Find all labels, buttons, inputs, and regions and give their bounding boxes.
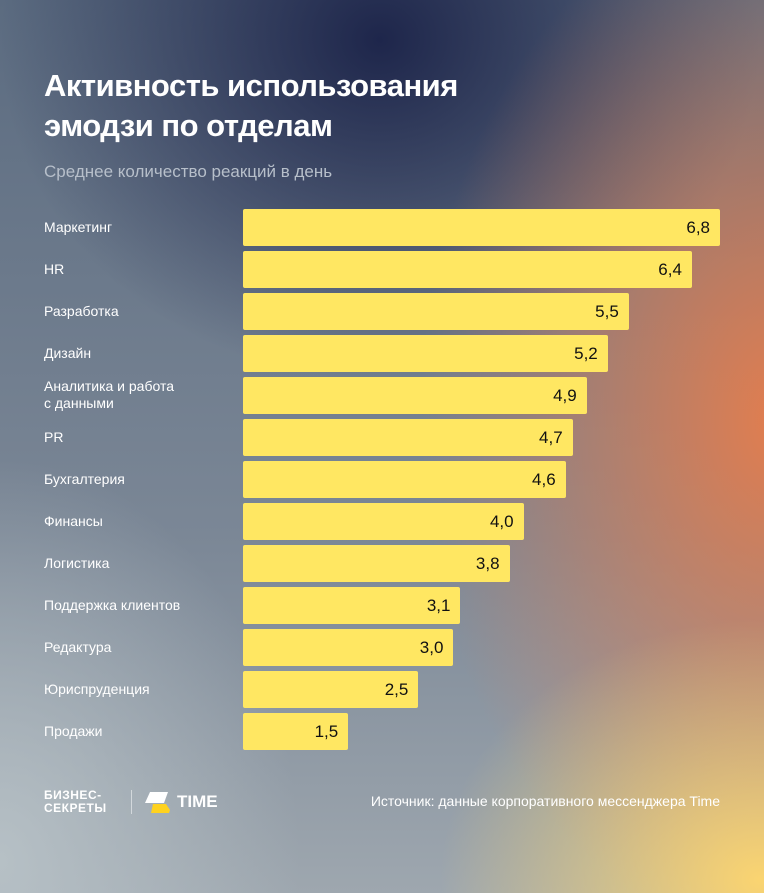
bar: 4,6 xyxy=(243,461,566,498)
bar: 3,1 xyxy=(243,587,461,624)
value-label: 3,1 xyxy=(426,596,451,615)
bar: 2,5 xyxy=(243,671,419,708)
title-line: эмодзи по отделам xyxy=(44,108,333,143)
logo-text: СЕКРЕТЫ xyxy=(44,801,107,815)
value-label: 4,9 xyxy=(553,386,577,405)
value-label: 5,5 xyxy=(595,302,619,321)
bar: 6,8 xyxy=(243,209,720,246)
category-label: Финансы xyxy=(44,513,103,529)
category-label: Аналитика и работа с данными xyxy=(44,378,174,412)
category-label: Бухгалтерия xyxy=(44,471,125,487)
bar: 3,0 xyxy=(243,629,454,666)
category-label: Продажи xyxy=(44,723,103,739)
bar: 1,5 xyxy=(243,713,349,750)
bar: 4,9 xyxy=(243,377,587,414)
divider xyxy=(131,790,132,814)
value-label: 4,6 xyxy=(532,470,556,489)
bar: 4,7 xyxy=(243,419,573,456)
category-label: HR xyxy=(44,261,65,277)
title-line: Активность использования xyxy=(44,68,458,103)
category-label: Юриспруденция xyxy=(44,681,150,697)
bar: 5,2 xyxy=(243,335,608,372)
value-label: 6,4 xyxy=(658,260,682,279)
value-label: 3,8 xyxy=(475,554,500,573)
bar: 4,0 xyxy=(243,503,524,540)
chart-title: Активность использования эмодзи по отдел… xyxy=(44,66,458,146)
chart-subtitle: Среднее количество реакций в день xyxy=(44,162,333,181)
value-label: 4,0 xyxy=(489,512,514,531)
value-label: 3,0 xyxy=(419,638,444,657)
category-label: PR xyxy=(44,429,64,445)
category-label: Маркетинг xyxy=(44,219,113,235)
time-logo-icon xyxy=(145,792,170,813)
category-label: Логистика xyxy=(44,555,110,571)
bar: 5,5 xyxy=(243,293,629,330)
category-label: Редактура xyxy=(44,639,112,655)
biznes-sekrety-logo: БИЗНЕС- СЕКРЕТЫ xyxy=(44,789,107,815)
value-label: 6,8 xyxy=(686,218,710,237)
value-label: 1,5 xyxy=(314,722,339,741)
category-label: Разработка xyxy=(44,303,119,319)
category-label: Дизайн xyxy=(44,345,92,361)
value-label: 4,7 xyxy=(539,428,563,447)
value-label: 5,2 xyxy=(574,344,598,363)
bar: 6,4 xyxy=(243,251,692,288)
label-line: с данными xyxy=(44,395,114,411)
source-note: Источник: данные корпоративного мессендж… xyxy=(370,793,720,809)
logo-text: БИЗНЕС- xyxy=(44,788,102,802)
category-label: Поддержка клиентов xyxy=(44,597,181,613)
bar: 3,8 xyxy=(243,545,510,582)
time-logo-text: TIME xyxy=(177,792,218,811)
value-label: 2,5 xyxy=(384,680,409,699)
label-line: Аналитика и работа xyxy=(44,378,175,394)
